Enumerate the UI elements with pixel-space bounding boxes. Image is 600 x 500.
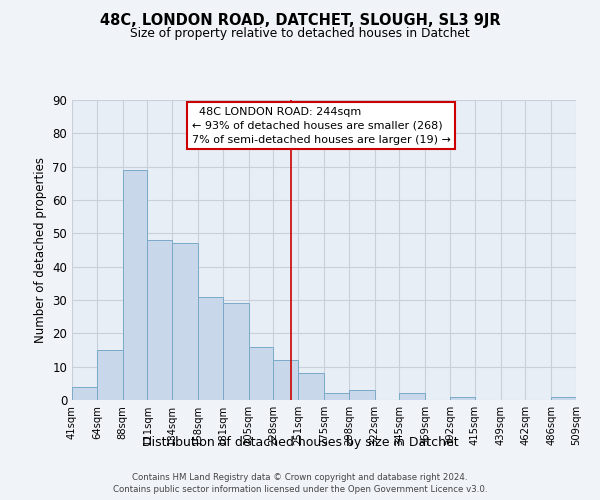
Bar [298, 374, 324, 400]
Bar [97, 350, 122, 400]
Bar [324, 394, 349, 400]
Bar [148, 240, 172, 400]
Text: 48C, LONDON ROAD, DATCHET, SLOUGH, SL3 9JR: 48C, LONDON ROAD, DATCHET, SLOUGH, SL3 9… [100, 12, 500, 28]
Bar [248, 346, 274, 400]
Bar [349, 390, 374, 400]
Text: Contains HM Land Registry data © Crown copyright and database right 2024.: Contains HM Land Registry data © Crown c… [132, 473, 468, 482]
Text: Distribution of detached houses by size in Datchet: Distribution of detached houses by size … [142, 436, 458, 449]
Text: Size of property relative to detached houses in Datchet: Size of property relative to detached ho… [130, 28, 470, 40]
Bar [551, 396, 576, 400]
Y-axis label: Number of detached properties: Number of detached properties [34, 157, 47, 343]
Bar [172, 244, 198, 400]
Bar [223, 304, 248, 400]
Bar [198, 296, 223, 400]
Bar [122, 170, 148, 400]
Text: 48C LONDON ROAD: 244sqm
← 93% of detached houses are smaller (268)
7% of semi-de: 48C LONDON ROAD: 244sqm ← 93% of detache… [191, 106, 451, 144]
Bar [274, 360, 298, 400]
Bar [400, 394, 425, 400]
Bar [72, 386, 97, 400]
Bar [450, 396, 475, 400]
Text: Contains public sector information licensed under the Open Government Licence v3: Contains public sector information licen… [113, 486, 487, 494]
